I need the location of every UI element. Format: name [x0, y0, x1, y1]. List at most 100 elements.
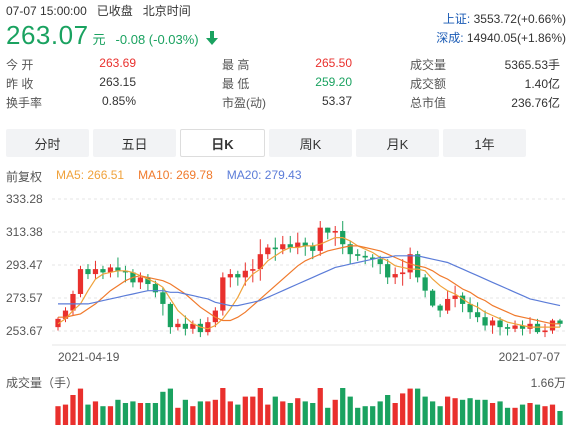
volume-bar	[190, 406, 196, 425]
volume-bar	[235, 404, 241, 425]
chart-period-tabs: 分时 五日 日K 周K 月K 1年	[6, 129, 526, 157]
candle-body	[467, 303, 473, 313]
candle-body	[92, 269, 99, 275]
volume-bar	[317, 388, 323, 425]
tab-five-day[interactable]: 五日	[93, 129, 176, 157]
candle-body	[280, 244, 286, 250]
tab-one-year[interactable]: 1年	[443, 129, 526, 157]
candle-body	[77, 269, 84, 294]
candle-body	[482, 317, 488, 326]
volume-bar	[489, 403, 496, 425]
candle-body	[302, 242, 308, 246]
candle-body	[497, 320, 503, 328]
candle-body	[332, 230, 338, 233]
candle-body	[205, 322, 211, 333]
candle-body	[287, 244, 293, 248]
candle-body	[115, 267, 121, 271]
stats-table: 今 开 263.69 最 高 265.50 成交量 5365.53手 昨 收 263.1…	[6, 55, 566, 112]
timezone-label: 北京时间	[142, 4, 191, 18]
volume-bar	[392, 403, 398, 425]
candle-body	[474, 312, 481, 318]
index-sh-label: 上证:	[442, 12, 471, 26]
stat-value: 0.85%	[101, 94, 136, 108]
candle-body	[265, 247, 271, 255]
volume-bar	[70, 395, 76, 425]
stat-key: 昨 收	[6, 77, 34, 91]
stat-key: 成交量	[410, 58, 447, 72]
down-arrow-icon	[205, 30, 219, 46]
index-sz-value: 14940.05(+1.86%)	[466, 31, 566, 45]
volume-bar	[512, 407, 518, 425]
volume-bar	[160, 391, 166, 425]
volume-bar	[295, 398, 301, 425]
volume-bar	[459, 399, 466, 425]
y-tick-label: 253.67	[6, 324, 43, 338]
stat-value: 236.76亿	[511, 96, 560, 110]
current-price: 263.07	[6, 20, 89, 50]
volume-bar	[100, 406, 106, 425]
index-sz[interactable]: 深成: 14940.05(+1.86%)	[436, 29, 566, 48]
volume-bar	[62, 404, 69, 425]
candle-body	[534, 323, 541, 333]
volume-bar	[400, 393, 406, 425]
candle-body	[55, 318, 61, 328]
ma20-line	[58, 255, 561, 307]
candle-body	[295, 242, 301, 248]
volume-bar	[287, 403, 293, 425]
stat-key: 最 低	[222, 77, 250, 91]
candle-body	[340, 230, 346, 245]
candle-body	[242, 270, 248, 278]
volume-bar	[85, 404, 91, 425]
candle-body	[370, 257, 376, 260]
candle-body	[430, 290, 436, 306]
candle-body	[250, 269, 256, 271]
candle-body	[122, 270, 129, 273]
stat-key: 市盈(动)	[222, 96, 266, 110]
index-sz-label: 深成:	[436, 31, 464, 45]
stat-value: 53.37	[321, 94, 352, 108]
candle-body	[504, 327, 511, 329]
candle-body	[190, 323, 196, 329]
candle-body	[235, 274, 241, 278]
adjust-mode[interactable]: 前复权	[6, 170, 43, 184]
candle-body	[459, 295, 466, 304]
volume-bar	[415, 388, 421, 425]
volume-bar	[152, 403, 159, 425]
candle-body	[407, 254, 413, 273]
volume-bar	[182, 399, 188, 425]
candle-body	[549, 320, 556, 331]
price-row: 263.07 元 -0.08 (-0.03%)	[6, 20, 219, 51]
candle-body	[137, 277, 144, 283]
tab-weekly-k[interactable]: 周K	[269, 129, 352, 157]
ma-legend: 前复权 MA5: 266.51 MA10: 269.78 MA20: 279.4…	[6, 168, 302, 185]
candle-body	[512, 325, 518, 329]
stat-value: 263.15	[99, 75, 136, 89]
candle-body	[347, 244, 353, 255]
volume-bar	[422, 396, 428, 425]
y-tick-label: 273.57	[6, 291, 43, 305]
candle-body	[437, 305, 443, 311]
volume-bar	[145, 403, 151, 425]
volume-bar	[519, 404, 526, 425]
candle-body	[385, 264, 391, 278]
candle-body	[70, 293, 76, 311]
candle-body	[227, 274, 233, 278]
volume-bar	[385, 395, 391, 425]
stat-key: 最 高	[222, 58, 250, 72]
candle-body	[452, 295, 458, 299]
index-sh[interactable]: 上证: 3553.72(+0.66%)	[436, 10, 566, 29]
candle-body	[212, 310, 218, 323]
candle-body	[175, 323, 181, 328]
volume-bar	[130, 401, 136, 425]
tab-daily-k[interactable]: 日K	[180, 129, 265, 157]
volume-title: 成交量（手）	[6, 376, 79, 390]
tab-intraday[interactable]: 分时	[6, 129, 89, 157]
candle-body	[100, 269, 106, 273]
candle-body	[355, 254, 361, 256]
tab-monthly-k[interactable]: 月K	[356, 129, 439, 157]
volume-bar	[242, 396, 248, 425]
stat-value: 265.50	[315, 56, 352, 70]
market-status: 已收盘	[96, 4, 133, 18]
index-quotes: 上证: 3553.72(+0.66%) 深成: 14940.05(+1.86%)	[436, 10, 566, 48]
volume-bar	[92, 401, 99, 425]
